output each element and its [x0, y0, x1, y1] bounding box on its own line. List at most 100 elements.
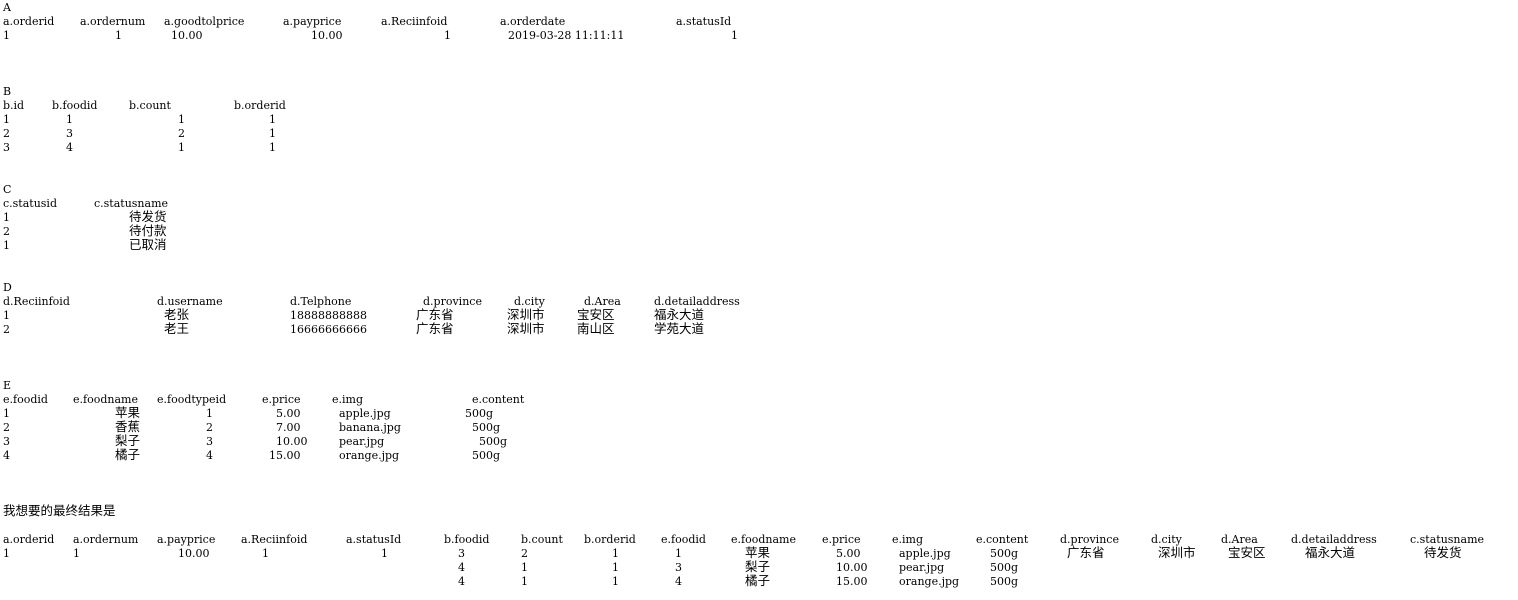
- table-cell: 500g: [990, 575, 1019, 588]
- section-label-a: A: [3, 1, 11, 14]
- table-cell: 广东省: [416, 307, 454, 322]
- column-header: a.ordernum: [73, 533, 139, 546]
- table-cell: 1: [444, 29, 451, 42]
- column-header: a.statusId: [346, 533, 402, 546]
- column-header: a.statusId: [676, 15, 732, 28]
- table-cell: 老张: [164, 307, 190, 322]
- column-header: b.orderid: [234, 99, 286, 112]
- table-cell: 深圳市: [507, 307, 545, 322]
- column-header: d.detailaddress: [654, 295, 740, 308]
- table-cell: apple.jpg: [899, 547, 951, 560]
- table-cell: 4: [675, 575, 682, 588]
- column-header: e.content: [472, 393, 525, 406]
- table-cell: 3: [66, 127, 73, 140]
- column-header: e.foodtypeid: [157, 393, 227, 406]
- table-cell: 1: [3, 547, 10, 560]
- table-cell: 15.00: [836, 575, 868, 588]
- table-cell: 10.00: [178, 547, 210, 560]
- table-cell: 2: [521, 547, 528, 560]
- table-cell: 10.00: [171, 29, 203, 42]
- column-header: d.Area: [1221, 533, 1258, 546]
- column-header: b.foodid: [52, 99, 98, 112]
- table-cell: 2: [206, 421, 213, 434]
- table-cell: 已取消: [129, 237, 167, 252]
- result-title: 我想要的最终结果是: [3, 503, 116, 518]
- column-header: a.goodtolprice: [164, 15, 245, 28]
- table-cell: 10.00: [311, 29, 343, 42]
- column-header: e.foodid: [3, 393, 48, 406]
- column-header: a.Reciinfoid: [381, 15, 448, 28]
- table-cell: 2019-03-28 11:11:11: [508, 29, 625, 42]
- column-header: e.foodid: [661, 533, 706, 546]
- table-cell: banana.jpg: [339, 421, 401, 434]
- table-cell: 1: [3, 239, 10, 252]
- table-cell: 1: [262, 547, 269, 560]
- table-cell: 3: [675, 561, 682, 574]
- table-cell: 1: [178, 113, 185, 126]
- column-header: d.username: [157, 295, 223, 308]
- table-cell: 7.00: [276, 421, 301, 434]
- table-cell: 香蕉: [115, 419, 141, 434]
- table-cell: 1: [3, 29, 10, 42]
- column-header: b.count: [521, 533, 563, 546]
- table-cell: 1: [269, 127, 276, 140]
- column-header: a.payprice: [157, 533, 216, 546]
- column-header: d.detailaddress: [1291, 533, 1377, 546]
- table-cell: 2: [3, 323, 10, 336]
- table-cell: 福永大道: [654, 307, 705, 322]
- column-header: b.foodid: [444, 533, 490, 546]
- table-cell: 梨子: [115, 433, 141, 448]
- column-header: d.city: [1151, 533, 1182, 546]
- table-cell: 橘子: [115, 447, 141, 462]
- table-cell: 1: [3, 309, 10, 322]
- column-header: a.orderdate: [500, 15, 566, 28]
- table-cell: 1: [115, 29, 122, 42]
- table-cell: 500g: [990, 547, 1019, 560]
- table-cell: 1: [381, 547, 388, 560]
- table-cell: 4: [3, 449, 10, 462]
- column-header: b.orderid: [584, 533, 636, 546]
- table-cell: 南山区: [577, 321, 615, 336]
- table-cell: pear.jpg: [339, 435, 385, 448]
- column-header: c.statusname: [94, 197, 169, 210]
- column-header: e.img: [332, 393, 363, 406]
- table-cell: 宝安区: [1228, 545, 1266, 560]
- table-cell: 苹果: [745, 545, 771, 560]
- column-header: e.content: [976, 533, 1029, 546]
- table-cell: 15.00: [269, 449, 301, 462]
- table-cell: 3: [3, 435, 10, 448]
- table-cell: orange.jpg: [339, 449, 400, 462]
- table-cell: 1: [3, 407, 10, 420]
- column-header: d.city: [514, 295, 545, 308]
- table-cell: 1: [612, 561, 619, 574]
- section-label-c: C: [3, 183, 12, 196]
- table-cell: 老王: [164, 321, 190, 336]
- column-header: e.price: [822, 533, 861, 546]
- column-header: e.img: [892, 533, 923, 546]
- table-cell: 500g: [465, 407, 494, 420]
- table-cell: 10.00: [276, 435, 308, 448]
- section-label-b: B: [3, 85, 12, 98]
- table-cell: 500g: [990, 561, 1019, 574]
- table-cell: 梨子: [745, 559, 771, 574]
- table-cell: 深圳市: [1158, 545, 1196, 560]
- table-cell: 深圳市: [507, 321, 545, 336]
- table-cell: 500g: [472, 421, 501, 434]
- column-header: c.statusid: [3, 197, 57, 210]
- column-header: d.province: [1060, 533, 1119, 546]
- table-cell: 10.00: [836, 561, 868, 574]
- table-cell: 福永大道: [1305, 545, 1356, 560]
- table-cell: 4: [458, 575, 465, 588]
- table-cell: 1: [206, 407, 213, 420]
- table-cell: 18888888888: [290, 309, 367, 322]
- table-cell: 1: [612, 575, 619, 588]
- table-cell: 1: [521, 575, 528, 588]
- section-label-d: D: [3, 281, 12, 294]
- table-cell: 1: [521, 561, 528, 574]
- table-cell: 学苑大道: [654, 321, 705, 336]
- table-cell: 3: [458, 547, 465, 560]
- table-cell: 1: [3, 211, 10, 224]
- table-cell: 苹果: [115, 405, 141, 420]
- table-cell: 2: [178, 127, 185, 140]
